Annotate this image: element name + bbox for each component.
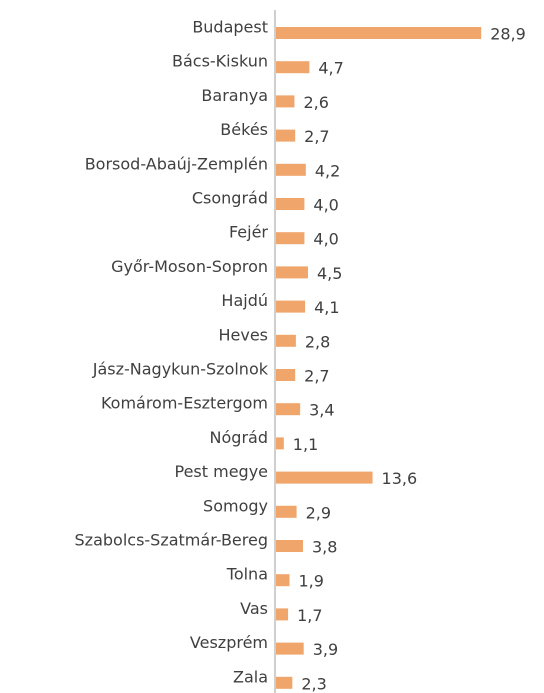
- value-label: 4,2: [315, 161, 340, 180]
- bar: [276, 163, 306, 176]
- bar: [276, 403, 301, 416]
- category-label: Baranya: [201, 86, 268, 105]
- category-label: Nógrád: [210, 428, 268, 447]
- bar: [276, 471, 373, 484]
- bar: [276, 574, 290, 587]
- value-label: 3,9: [313, 640, 338, 659]
- category-label: Csongrád: [192, 189, 268, 208]
- category-label: Vas: [240, 599, 268, 618]
- category-label: Jász-Nagykun-Szolnok: [92, 360, 269, 379]
- value-label: 2,8: [305, 332, 330, 351]
- bar: [276, 642, 304, 655]
- category-label: Győr-Moson-Sopron: [111, 257, 268, 276]
- bar: [276, 95, 295, 108]
- value-label: 1,7: [297, 606, 322, 625]
- category-label: Hajdú: [221, 291, 268, 310]
- category-label: Szabolcs-Szatmár-Bereg: [75, 531, 268, 550]
- value-label: 28,9: [490, 25, 526, 44]
- bar: [276, 129, 296, 142]
- bar: [276, 676, 293, 689]
- category-label: Komárom-Esztergom: [101, 394, 268, 413]
- category-label: Pest megye: [174, 462, 268, 481]
- bar: [276, 437, 284, 450]
- value-label: 4,7: [318, 59, 343, 78]
- category-label: Borsod-Abaúj-Zemplén: [85, 154, 268, 173]
- value-label: 4,5: [317, 264, 342, 283]
- bar: [276, 266, 308, 279]
- bar: [276, 61, 310, 74]
- value-label: 2,7: [304, 367, 329, 386]
- value-label: 2,6: [303, 93, 328, 112]
- value-label: 3,4: [309, 401, 334, 420]
- value-label: 2,3: [301, 674, 326, 693]
- bar: [276, 505, 297, 518]
- value-label: 1,9: [298, 572, 323, 591]
- category-label: Fejér: [229, 223, 268, 242]
- value-label: 13,6: [382, 469, 418, 488]
- category-label: Budapest: [192, 18, 268, 37]
- category-label: Somogy: [203, 496, 268, 515]
- value-label: 2,9: [306, 503, 331, 522]
- category-label: Bács-Kiskun: [172, 52, 268, 71]
- category-label: Heves: [218, 325, 268, 344]
- category-label: Zala: [233, 667, 268, 686]
- category-label: Veszprém: [190, 633, 268, 652]
- bar: [276, 334, 296, 347]
- bar: [276, 300, 306, 313]
- value-label: 4,1: [314, 298, 339, 317]
- value-label: 1,1: [293, 435, 318, 454]
- bar: [276, 232, 305, 245]
- bar: [276, 369, 296, 381]
- value-label: 3,8: [312, 538, 337, 557]
- value-label: 2,7: [304, 127, 329, 146]
- category-label: Békés: [220, 120, 268, 139]
- bar: [276, 198, 305, 210]
- value-label: 4,0: [313, 196, 338, 215]
- bar: [276, 608, 289, 621]
- bar: [276, 540, 303, 552]
- value-label: 4,0: [313, 230, 338, 249]
- bar: [276, 27, 482, 39]
- category-label: Tolna: [226, 565, 268, 584]
